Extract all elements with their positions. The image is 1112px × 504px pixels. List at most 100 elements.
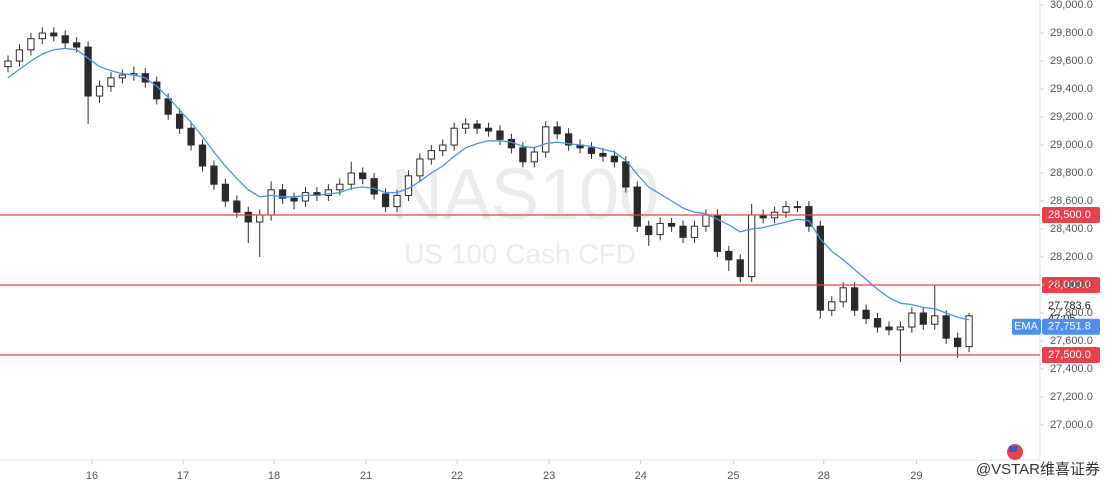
watermark: NAS100 [391, 155, 659, 235]
candle-body [153, 81, 161, 100]
candle-body [828, 301, 836, 311]
candle-body [645, 225, 653, 236]
candle-body [416, 158, 424, 177]
y-tick-label: 27,800.0 [1050, 307, 1093, 319]
ema-name-tag [1012, 318, 1041, 335]
candle-body [953, 337, 962, 348]
candle-body [324, 189, 333, 196]
candle-body [530, 151, 538, 163]
y-tick-label: 29,600.0 [1050, 55, 1093, 67]
y-tick-label: 29,200.0 [1050, 111, 1093, 123]
candle-body [107, 77, 115, 87]
ema-value: 27,751.8 [1048, 321, 1091, 333]
y-tick-label: 29,400.0 [1050, 83, 1093, 95]
candle-body [484, 127, 493, 132]
candle-body [564, 133, 573, 146]
y-tick-label: 30,000.0 [1050, 0, 1093, 11]
candle-body [336, 183, 344, 191]
x-tick-label: 18 [268, 470, 280, 482]
candle-body [233, 200, 241, 213]
candle-body [782, 206, 790, 213]
candle-body [839, 287, 847, 303]
x-tick-label: 24 [635, 470, 647, 482]
candle-body [370, 178, 378, 195]
candle-body [290, 197, 298, 202]
candle-body [610, 155, 619, 163]
y-tick-label: 27,000.0 [1050, 419, 1093, 431]
candle-body [187, 127, 195, 146]
candle-body [542, 126, 550, 153]
watermark-subtitle: US 100 Cash CFD [404, 238, 636, 269]
candle-body [793, 206, 802, 209]
ema-value-tag [1042, 318, 1100, 335]
candle-body [210, 165, 218, 185]
candle-body [450, 127, 458, 146]
x-tick-label: 17 [177, 470, 189, 482]
candle-body [851, 287, 859, 311]
flag-icon [1009, 446, 1017, 452]
x-tick-label: 16 [86, 470, 98, 482]
ema-line [7, 47, 970, 321]
candle-body [873, 318, 882, 328]
candle-body [519, 147, 527, 163]
y-tick-label: 29,000.0 [1050, 139, 1093, 151]
candle-body [73, 42, 81, 48]
candle-body [748, 214, 756, 278]
level-tag [1042, 347, 1100, 364]
candle-body [38, 32, 46, 40]
candle-body [862, 309, 870, 320]
candle-body [667, 222, 676, 227]
candle-body [267, 189, 275, 216]
x-tick-label: 29 [910, 470, 922, 482]
candle-body [919, 312, 927, 325]
candle-body [725, 250, 733, 261]
overlay: 28,500.028,000.027,500.027,783.647:05EMA… [0, 47, 1100, 364]
candle-body [359, 172, 367, 180]
last-price: 27,783.6 [1048, 300, 1091, 312]
candle-body [221, 183, 230, 202]
level-tag [1042, 207, 1100, 224]
candle-body [942, 315, 950, 339]
y-tick-label: 28,600.0 [1050, 195, 1093, 207]
credit: @VSTAR维喜证券 [976, 461, 1100, 478]
y-tick-label: 28,000.0 [1050, 279, 1093, 291]
candle-body [622, 161, 630, 188]
candle-body [244, 211, 252, 223]
x-tick-label: 22 [451, 470, 463, 482]
candle-body [885, 326, 893, 331]
y-tick-label: 28,200.0 [1050, 251, 1093, 263]
candle-body [118, 74, 127, 79]
y-tick-label: 27,400.0 [1050, 363, 1093, 375]
candle-body [15, 49, 24, 62]
candle-body [198, 144, 207, 167]
candle-body [84, 46, 92, 97]
candle-body [908, 312, 916, 328]
candle-body [599, 152, 607, 157]
candle-body [427, 150, 435, 160]
y-tick-label: 27,200.0 [1050, 391, 1093, 403]
candle-body [347, 172, 355, 185]
candle-body [473, 123, 481, 129]
candle-body [702, 214, 710, 227]
candle-body [931, 315, 939, 325]
candle-body [587, 147, 596, 154]
candle-body [690, 225, 699, 238]
candle-body [4, 60, 12, 68]
level-tag [1042, 277, 1100, 294]
y-tick-label: 28,800.0 [1050, 167, 1093, 179]
candle-body [816, 225, 824, 311]
candle-body [656, 222, 664, 236]
y-tick-label: 28,400.0 [1050, 223, 1093, 235]
x-tick-label: 28 [818, 470, 830, 482]
x-tick-label: 23 [543, 470, 555, 482]
candle-body [381, 193, 390, 208]
candle-body [175, 113, 184, 129]
candle-body [736, 259, 744, 278]
candle-body [393, 194, 401, 208]
candle-body [462, 123, 470, 129]
ema-name: EMA [1014, 321, 1039, 333]
level-label: 28,500.0 [1048, 209, 1091, 221]
candle-body [805, 206, 813, 227]
candle-body [301, 192, 310, 202]
